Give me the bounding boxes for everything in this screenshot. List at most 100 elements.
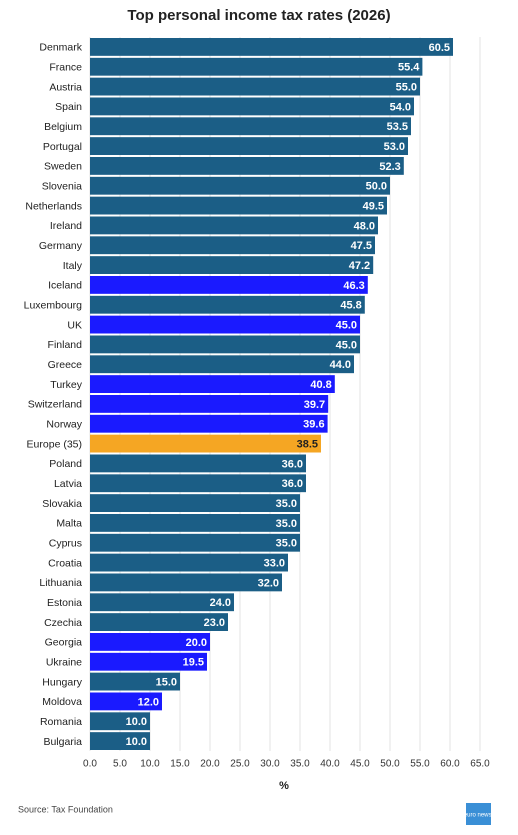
value-label: 44.0 bbox=[330, 359, 351, 371]
x-tick-label: 10.0 bbox=[140, 759, 160, 770]
y-tick-label: Norway bbox=[46, 419, 82, 431]
y-tick-label: Switzerland bbox=[28, 399, 82, 411]
y-tick-label: UK bbox=[67, 319, 82, 331]
value-label: 55.4 bbox=[398, 62, 420, 74]
y-tick-label: Czechia bbox=[44, 617, 82, 629]
x-axis-label: % bbox=[279, 780, 289, 792]
value-label: 45.0 bbox=[336, 319, 357, 331]
y-tick-label: Slovenia bbox=[42, 181, 82, 193]
value-label: 36.0 bbox=[282, 458, 303, 470]
bar bbox=[90, 216, 378, 235]
x-tick-label: 45.0 bbox=[350, 759, 370, 770]
y-tick-label: Greece bbox=[48, 359, 83, 371]
bar bbox=[90, 117, 411, 136]
y-tick-label: Spain bbox=[55, 101, 82, 113]
value-label: 47.2 bbox=[349, 260, 370, 272]
value-label: 35.0 bbox=[276, 518, 297, 530]
bar bbox=[90, 157, 404, 175]
source: Source: Tax Foundation bbox=[18, 804, 113, 814]
value-label: 40.8 bbox=[310, 379, 331, 391]
bar bbox=[90, 712, 150, 731]
value-label: 52.3 bbox=[379, 161, 400, 173]
bar bbox=[90, 732, 150, 750]
bar bbox=[90, 494, 300, 512]
y-tick-label: Latvia bbox=[54, 478, 82, 490]
bar bbox=[90, 533, 300, 552]
value-label: 46.3 bbox=[343, 280, 364, 292]
bar bbox=[90, 414, 328, 433]
y-tick-label: Estonia bbox=[47, 597, 82, 609]
y-tick-label: Cyprus bbox=[49, 538, 82, 550]
bar bbox=[90, 672, 180, 691]
x-tick-label: 40.0 bbox=[320, 759, 340, 770]
y-tick-label: Bulgaria bbox=[43, 736, 82, 748]
bar bbox=[90, 335, 360, 354]
y-tick-label: Denmark bbox=[39, 42, 82, 54]
bar bbox=[90, 97, 414, 116]
bar bbox=[90, 553, 288, 572]
bar bbox=[90, 633, 210, 651]
value-label: 45.8 bbox=[340, 300, 361, 312]
bar bbox=[90, 77, 420, 96]
y-tick-label: Georgia bbox=[45, 637, 83, 649]
y-tick-label: Austria bbox=[49, 81, 82, 93]
y-tick-label: Lithuania bbox=[39, 577, 82, 589]
bar bbox=[90, 295, 365, 314]
value-label: 55.0 bbox=[396, 81, 417, 93]
value-label: 47.5 bbox=[351, 240, 372, 252]
bar bbox=[90, 137, 408, 155]
bar bbox=[90, 454, 306, 473]
bar bbox=[90, 514, 300, 532]
value-label: 60.5 bbox=[429, 42, 450, 54]
y-tick-label: Hungary bbox=[42, 676, 82, 688]
value-label: 33.0 bbox=[264, 557, 285, 569]
y-tick-label: Turkey bbox=[50, 379, 82, 391]
bar bbox=[90, 355, 354, 374]
y-tick-label: Finland bbox=[48, 339, 83, 351]
chart-title: Top personal income tax rates (2026) bbox=[127, 7, 390, 24]
x-tick-label: 30.0 bbox=[260, 759, 280, 770]
value-label: 38.5 bbox=[297, 438, 318, 450]
value-label: 12.0 bbox=[138, 696, 159, 708]
value-label: 10.0 bbox=[126, 736, 147, 748]
y-tick-label: Sweden bbox=[44, 161, 82, 173]
value-label: 50.0 bbox=[366, 181, 387, 193]
y-tick-label: Portugal bbox=[43, 141, 82, 153]
y-tick-label: Luxembourg bbox=[24, 300, 83, 312]
bar bbox=[90, 176, 390, 195]
y-tick-label: Iceland bbox=[48, 280, 82, 292]
bar bbox=[90, 375, 335, 393]
bar bbox=[90, 593, 234, 612]
x-tick-label: 55.0 bbox=[410, 759, 430, 770]
y-tick-label: Belgium bbox=[44, 121, 82, 133]
bar bbox=[90, 256, 374, 274]
bar bbox=[90, 236, 375, 255]
value-label: 10.0 bbox=[126, 716, 147, 728]
value-label: 32.0 bbox=[258, 577, 279, 589]
logo: euro news. bbox=[464, 813, 494, 819]
value-label: 53.5 bbox=[387, 121, 408, 133]
bar bbox=[90, 38, 453, 56]
x-tick-label: 5.0 bbox=[113, 759, 127, 770]
y-tick-label: Ukraine bbox=[46, 657, 82, 669]
value-label: 54.0 bbox=[390, 101, 411, 113]
value-label: 45.0 bbox=[336, 339, 357, 351]
bar bbox=[90, 692, 162, 711]
bar bbox=[90, 474, 306, 493]
value-label: 39.6 bbox=[303, 419, 324, 431]
value-label: 15.0 bbox=[156, 676, 177, 688]
bar bbox=[90, 652, 207, 671]
value-label: 53.0 bbox=[384, 141, 405, 153]
y-tick-label: Croatia bbox=[48, 557, 82, 569]
y-tick-label: Slovakia bbox=[42, 498, 82, 510]
y-tick-label: Ireland bbox=[50, 220, 82, 232]
y-tick-label: Italy bbox=[63, 260, 83, 272]
value-label: 36.0 bbox=[282, 478, 303, 490]
bar bbox=[90, 613, 228, 631]
value-label: 24.0 bbox=[210, 597, 231, 609]
x-tick-label: 60.0 bbox=[440, 759, 460, 770]
bar bbox=[90, 395, 329, 413]
bar bbox=[90, 57, 423, 76]
y-tick-label: Moldova bbox=[42, 696, 82, 708]
